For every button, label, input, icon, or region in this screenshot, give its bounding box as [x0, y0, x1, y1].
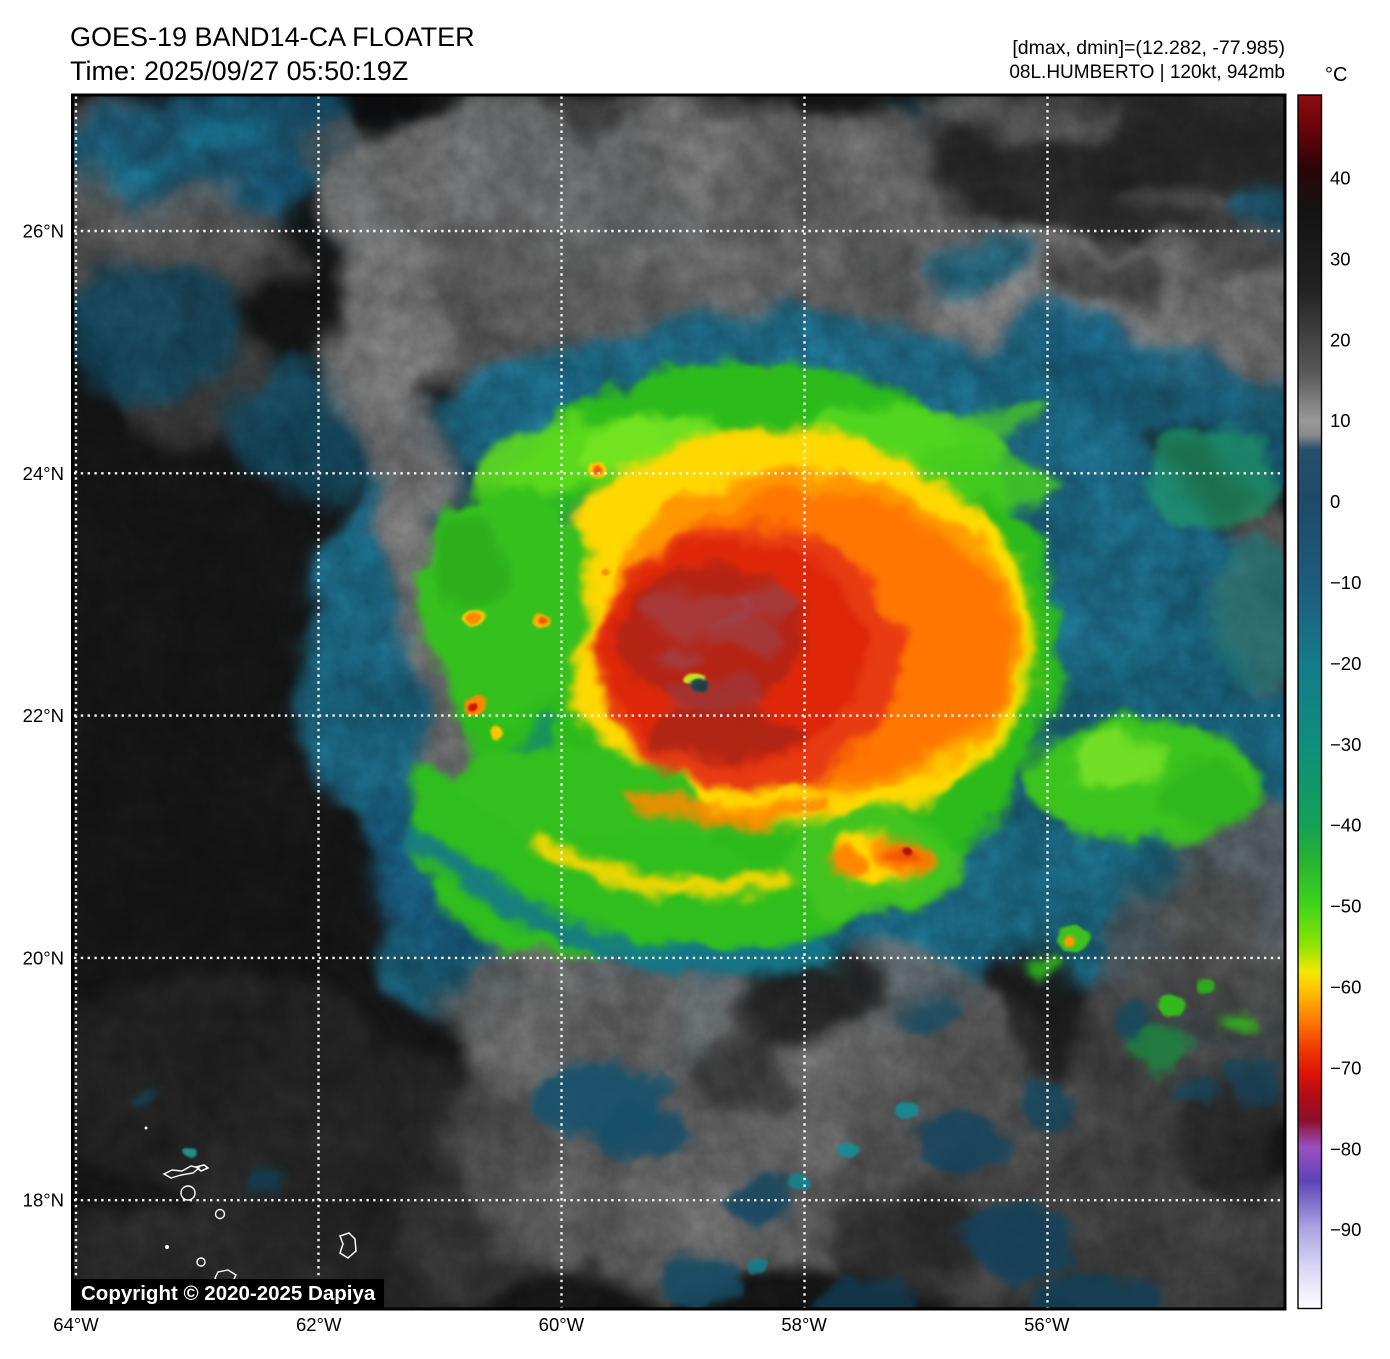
svg-text:−20: −20 — [1330, 653, 1361, 674]
svg-text:−60: −60 — [1330, 977, 1361, 998]
svg-text:20: 20 — [1330, 329, 1351, 350]
svg-text:°C: °C — [1325, 64, 1347, 86]
svg-text:−10: −10 — [1330, 572, 1361, 593]
svg-text:58°W: 58°W — [781, 1314, 827, 1335]
svg-text:56°W: 56°W — [1024, 1314, 1070, 1335]
svg-text:[dmax, dmin]=(12.282, -77.985): [dmax, dmin]=(12.282, -77.985) — [1012, 37, 1285, 59]
svg-text:−30: −30 — [1330, 734, 1361, 755]
svg-text:24°N: 24°N — [23, 463, 64, 484]
svg-text:30: 30 — [1330, 248, 1351, 269]
svg-text:−70: −70 — [1330, 1057, 1361, 1078]
svg-text:20°N: 20°N — [23, 947, 64, 968]
svg-text:64°W: 64°W — [53, 1314, 99, 1335]
svg-text:40: 40 — [1330, 168, 1351, 189]
svg-text:26°N: 26°N — [23, 221, 64, 242]
svg-text:10: 10 — [1330, 410, 1351, 431]
svg-text:0: 0 — [1330, 491, 1340, 512]
svg-text:−90: −90 — [1330, 1219, 1361, 1240]
svg-text:62°W: 62°W — [296, 1314, 342, 1335]
svg-text:−50: −50 — [1330, 896, 1361, 917]
svg-text:08L.HUMBERTO | 120kt, 942mb: 08L.HUMBERTO | 120kt, 942mb — [1009, 62, 1285, 83]
svg-text:60°W: 60°W — [539, 1314, 585, 1335]
svg-text:18°N: 18°N — [23, 1190, 64, 1211]
svg-text:22°N: 22°N — [23, 705, 64, 726]
svg-text:−40: −40 — [1330, 815, 1361, 836]
svg-text:Copyright © 2020-2025 Dapiya: Copyright © 2020-2025 Dapiya — [81, 1282, 376, 1305]
svg-text:−80: −80 — [1330, 1138, 1361, 1159]
svg-text:GOES-19 BAND14-CA FLOATER: GOES-19 BAND14-CA FLOATER — [70, 22, 475, 52]
svg-text:Time: 2025/09/27 05:50:19Z: Time: 2025/09/27 05:50:19Z — [70, 56, 408, 86]
